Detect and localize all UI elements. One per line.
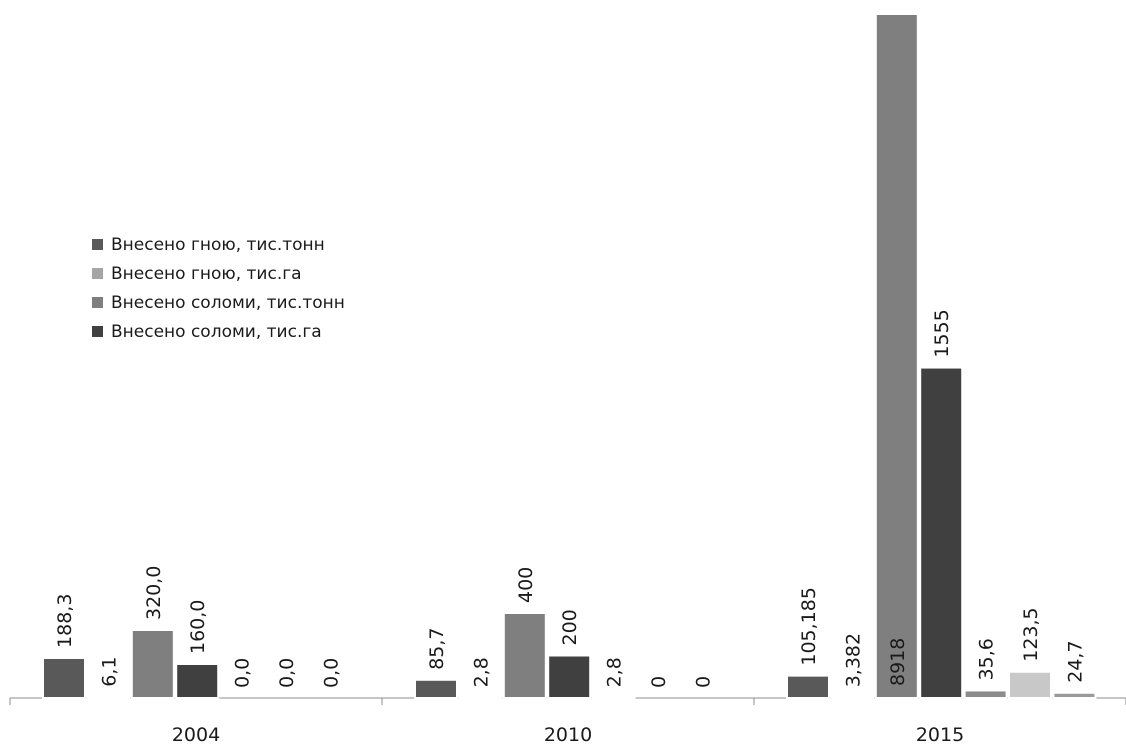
bar bbox=[547, 654, 592, 699]
data-label: 123,5 bbox=[1020, 607, 1042, 661]
legend-swatch bbox=[92, 297, 103, 308]
data-label: 24,7 bbox=[1064, 640, 1086, 682]
data-label: 8918 bbox=[887, 638, 909, 686]
data-label: 2,8 bbox=[470, 657, 492, 687]
data-label: 160,0 bbox=[187, 600, 209, 654]
legend-label: Внесено соломи, тис.тонн bbox=[111, 292, 345, 313]
data-label: 85,7 bbox=[426, 627, 448, 669]
bar bbox=[130, 629, 175, 699]
legend-label: Внесено гною, тис.тонн bbox=[111, 234, 325, 255]
legend-label: Внесено соломи, тис.га bbox=[111, 321, 322, 342]
bar bbox=[919, 366, 964, 699]
bar bbox=[458, 696, 503, 700]
bar bbox=[502, 612, 547, 699]
data-label: 400 bbox=[515, 567, 537, 603]
bar bbox=[963, 689, 1008, 699]
legend-label: Внесено гною, тис.га bbox=[111, 263, 302, 284]
chart-legend: Внесено гною, тис.тонн Внесено гною, тис… bbox=[92, 230, 345, 346]
data-label: 0,0 bbox=[232, 658, 254, 688]
data-label: 2,8 bbox=[604, 657, 626, 687]
bar bbox=[591, 696, 636, 700]
legend-item-manure-tonnes: Внесено гною, тис.тонн bbox=[92, 230, 345, 259]
bar bbox=[1052, 691, 1097, 699]
data-label: 0,0 bbox=[276, 658, 298, 688]
data-label: 0 bbox=[692, 676, 714, 688]
legend-item-manure-hectares: Внесено гною, тис.га bbox=[92, 259, 345, 288]
legend-swatch bbox=[92, 268, 103, 279]
data-label: 200 bbox=[559, 609, 581, 645]
x-tick-label: 2015 bbox=[916, 724, 964, 746]
data-label: 188,3 bbox=[54, 594, 76, 648]
legend-swatch bbox=[92, 239, 103, 250]
bar bbox=[42, 656, 86, 700]
legend-item-straw-hectares: Внесено соломи, тис.га bbox=[92, 317, 345, 346]
data-label: 105,185 bbox=[798, 587, 820, 666]
bar bbox=[1008, 670, 1052, 699]
bar bbox=[874, 13, 919, 699]
legend-item-straw-tonnes: Внесено соломи, тис.тонн bbox=[92, 288, 345, 317]
data-label: 3,382 bbox=[842, 633, 864, 687]
x-tick-label: 2010 bbox=[544, 724, 592, 746]
bar bbox=[786, 674, 830, 700]
data-label: 6,1 bbox=[98, 656, 120, 686]
bar bbox=[86, 695, 131, 699]
data-label: 320,0 bbox=[143, 566, 165, 620]
legend-swatch bbox=[92, 326, 103, 337]
bar bbox=[830, 696, 875, 699]
data-label: 35,6 bbox=[976, 638, 998, 680]
x-tick-label: 2004 bbox=[172, 724, 220, 746]
bar bbox=[414, 678, 458, 700]
data-label: 0,0 bbox=[320, 658, 342, 688]
data-label: 0 bbox=[648, 676, 670, 688]
data-label: 1555 bbox=[931, 309, 953, 357]
bar bbox=[175, 663, 220, 699]
